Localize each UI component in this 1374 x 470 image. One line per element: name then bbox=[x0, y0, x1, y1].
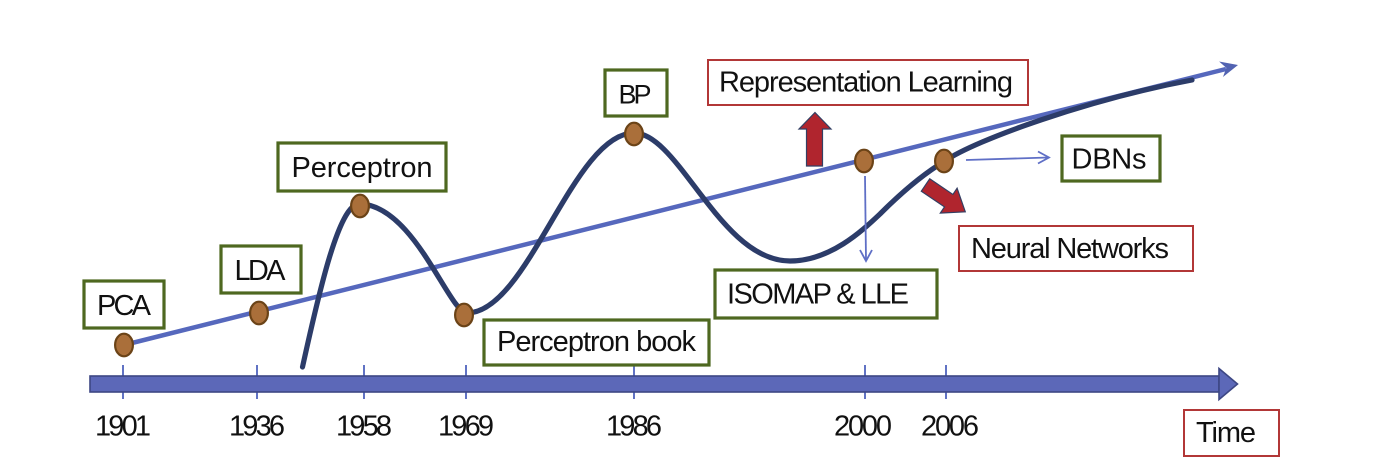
svg-text:PCA: PCA bbox=[97, 290, 152, 322]
svg-text:Time: Time bbox=[1196, 417, 1256, 449]
svg-text:BP: BP bbox=[619, 80, 652, 110]
svg-text:Neural Networks: Neural Networks bbox=[971, 233, 1169, 265]
svg-text:2000: 2000 bbox=[834, 411, 892, 443]
svg-text:Perceptron: Perceptron bbox=[292, 152, 433, 184]
svg-text:2006: 2006 bbox=[921, 411, 979, 443]
svg-text:ISOMAP & LLE: ISOMAP & LLE bbox=[727, 279, 909, 311]
svg-text:1986: 1986 bbox=[606, 411, 662, 443]
svg-text:DBNs: DBNs bbox=[1072, 144, 1147, 176]
svg-text:1969: 1969 bbox=[438, 411, 494, 443]
svg-text:1958: 1958 bbox=[336, 411, 392, 443]
svg-text:LDA: LDA bbox=[235, 255, 287, 287]
svg-text:1901: 1901 bbox=[95, 411, 151, 443]
svg-text:Representation Learning: Representation Learning bbox=[719, 67, 1013, 99]
svg-text:1936: 1936 bbox=[229, 411, 285, 443]
svg-text:Perceptron book: Perceptron book bbox=[497, 326, 697, 358]
